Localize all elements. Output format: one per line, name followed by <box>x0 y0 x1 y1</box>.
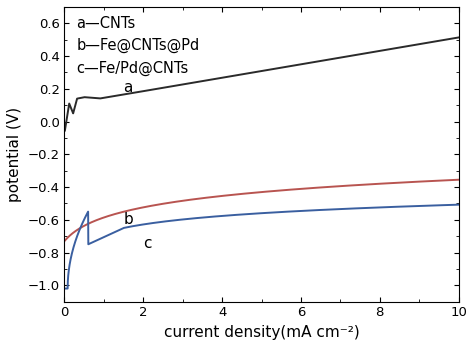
Y-axis label: potential (V): potential (V) <box>7 107 22 202</box>
Text: c: c <box>143 236 152 251</box>
Text: b: b <box>124 212 133 227</box>
Text: a—CNTs
b—Fe@CNTs@Pd
c—Fe/Pd@CNTs: a—CNTs b—Fe@CNTs@Pd c—Fe/Pd@CNTs <box>76 16 200 76</box>
Text: a: a <box>124 81 133 95</box>
X-axis label: current density(mA cm⁻²): current density(mA cm⁻²) <box>164 325 359 340</box>
